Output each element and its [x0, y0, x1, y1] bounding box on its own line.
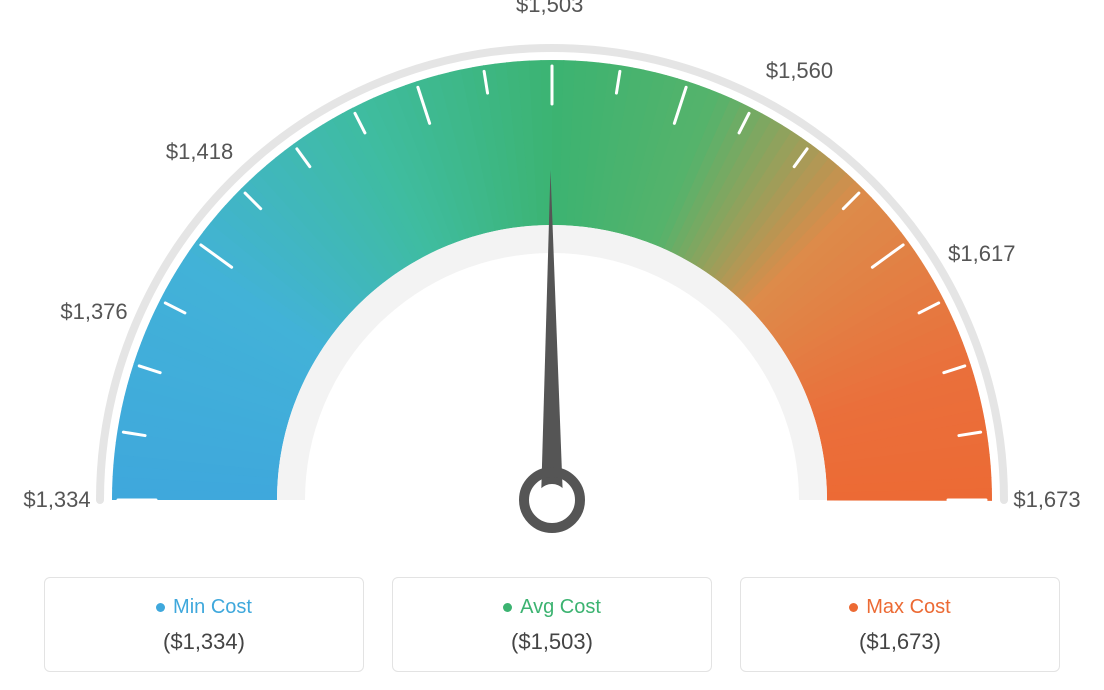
gauge-tick-label: $1,334 — [23, 487, 90, 513]
gauge-tick-label: $1,673 — [1013, 487, 1080, 513]
max-cost-dot — [849, 603, 858, 612]
min-cost-card: Min Cost ($1,334) — [44, 577, 364, 672]
summary-cards: Min Cost ($1,334) Avg Cost ($1,503) Max … — [44, 577, 1060, 672]
gauge-chart: $1,334$1,376$1,418$1,503$1,560$1,617$1,6… — [52, 20, 1052, 570]
gauge-tick-label: $1,560 — [766, 58, 833, 84]
gauge-svg — [52, 20, 1052, 580]
avg-cost-card: Avg Cost ($1,503) — [392, 577, 712, 672]
max-cost-card: Max Cost ($1,673) — [740, 577, 1060, 672]
min-cost-label: Min Cost — [173, 596, 252, 619]
avg-cost-value: ($1,503) — [403, 629, 701, 655]
max-cost-title: Max Cost — [849, 596, 950, 619]
gauge-tick-label: $1,418 — [166, 139, 233, 165]
avg-cost-title: Avg Cost — [503, 596, 601, 619]
avg-cost-dot — [503, 603, 512, 612]
max-cost-value: ($1,673) — [751, 629, 1049, 655]
min-cost-value: ($1,334) — [55, 629, 353, 655]
gauge-tick-label: $1,503 — [516, 0, 583, 18]
gauge-tick-label: $1,376 — [60, 299, 127, 325]
max-cost-label: Max Cost — [866, 596, 950, 619]
gauge-tick-label: $1,617 — [948, 241, 1015, 267]
min-cost-title: Min Cost — [156, 596, 252, 619]
min-cost-dot — [156, 603, 165, 612]
avg-cost-label: Avg Cost — [520, 596, 601, 619]
